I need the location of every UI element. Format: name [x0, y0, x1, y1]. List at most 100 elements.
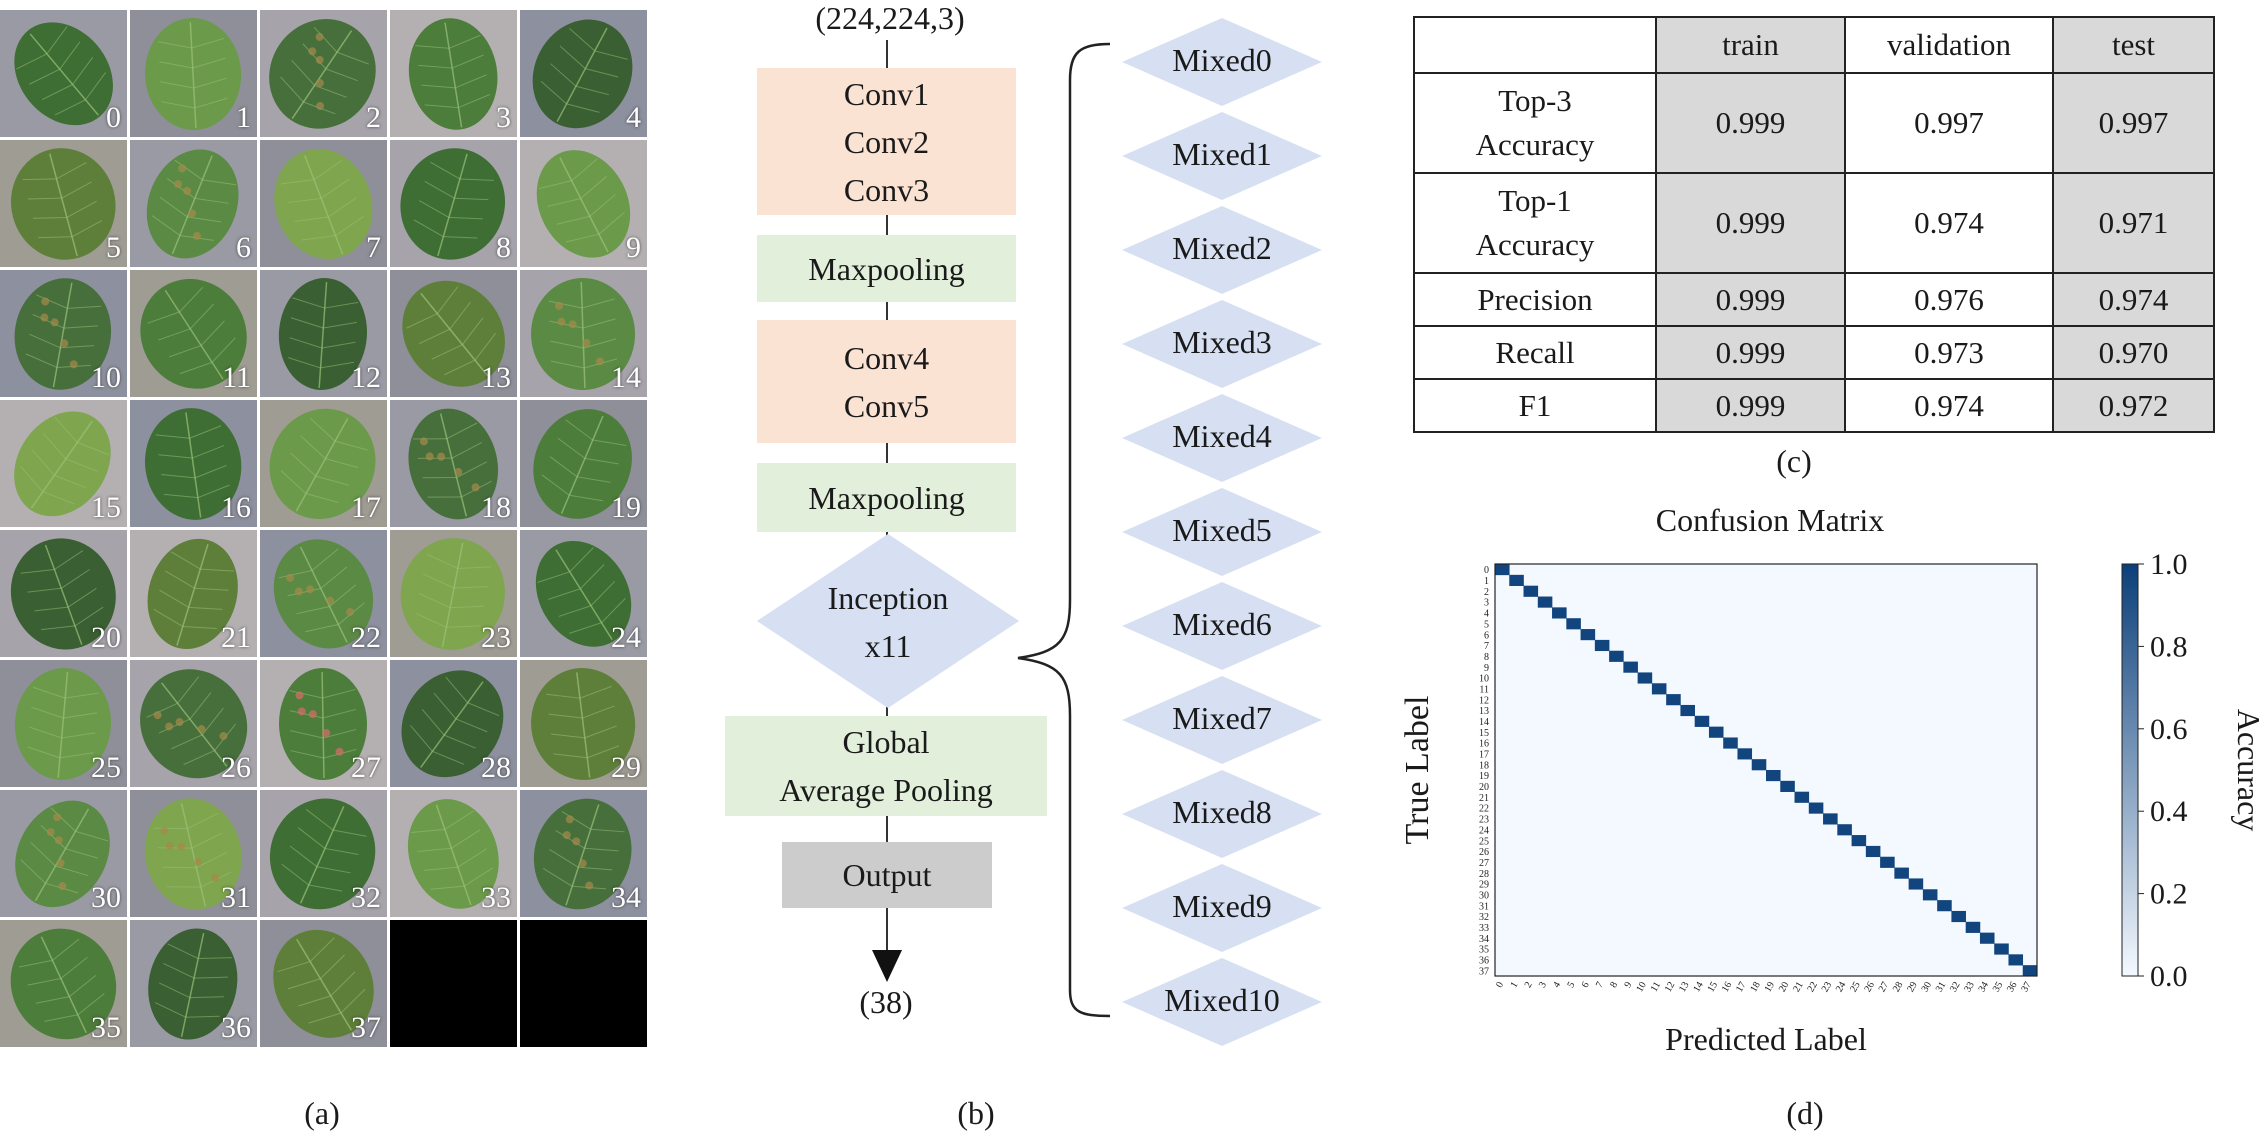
- leaf-image: [260, 400, 387, 527]
- y-tick-label: 4: [1484, 609, 1489, 620]
- leaf-image: [260, 270, 387, 397]
- leaf-image: [0, 660, 127, 787]
- mixed-diamond: [1122, 676, 1322, 764]
- leaf-tile: 29: [520, 660, 647, 787]
- mixed-label: Mixed10: [1164, 982, 1280, 1018]
- test-value: 0.970: [2052, 325, 2215, 380]
- heatmap-diagonal-cell: [1680, 704, 1695, 717]
- y-tick-label: 2: [1484, 587, 1489, 598]
- heatmap-diagonal-cell: [1723, 737, 1738, 749]
- colorbar-label: Accuracy: [2231, 709, 2259, 832]
- heatmap-diagonal-cell: [1637, 672, 1653, 684]
- leaf-image: [390, 270, 517, 397]
- leaf-tile: 11: [130, 270, 257, 397]
- leaf-tile: 6: [130, 140, 257, 267]
- y-tick-label: 22: [1479, 804, 1489, 815]
- mixed-label: Mixed9: [1172, 888, 1272, 924]
- y-tick-label: 18: [1479, 760, 1489, 771]
- leaf-class-label: 3: [496, 101, 511, 134]
- inception-line-2: x11: [864, 628, 912, 664]
- x-tick-label: 9: [1622, 980, 1634, 990]
- maxpool-1-label: Maxpooling: [808, 250, 965, 287]
- metric-name: Accuracy: [1475, 227, 1595, 262]
- leaf-image: [130, 790, 257, 917]
- output-arrow-head: [872, 950, 902, 982]
- leaf-image: [390, 140, 517, 267]
- y-tick-label: 37: [1479, 966, 1489, 977]
- train-value: 0.999: [1655, 72, 1846, 174]
- leaf-class-label: 27: [351, 751, 381, 784]
- leaf-tile: 2: [260, 10, 387, 137]
- leaf-class-label: 9: [626, 231, 641, 264]
- leaf-tile: 17: [260, 400, 387, 527]
- leaf-image: [130, 400, 257, 527]
- x-tick-label: 16: [1720, 980, 1735, 994]
- x-tick-label: 13: [1677, 980, 1692, 994]
- metric-cell: Top-1 Accuracy: [1413, 172, 1657, 274]
- mixed-diamond: [1122, 300, 1322, 388]
- empty-tile: [390, 920, 517, 1047]
- x-tick-label: 0: [1494, 980, 1506, 990]
- header-train: train: [1655, 16, 1846, 74]
- x-tick-label: 35: [1991, 980, 2006, 994]
- global-average-pooling: Global Average Pooling: [725, 716, 1047, 816]
- mixed-diamond: [1122, 770, 1322, 858]
- x-tick-label: 34: [1977, 980, 1992, 994]
- caption-a: (a): [304, 1095, 340, 1131]
- y-tick-label: 31: [1479, 901, 1489, 912]
- leaf-image: [520, 660, 647, 787]
- leaf-tile: 35: [0, 920, 127, 1047]
- test-value: 0.997: [2052, 72, 2215, 174]
- leaf-image: [0, 140, 127, 267]
- connector: [886, 40, 888, 70]
- leaf-tile: 10: [0, 270, 127, 397]
- mixed-label: Mixed3: [1172, 324, 1272, 360]
- metrics-table: train validation test Top-3 Accuracy 0.99…: [1413, 16, 2215, 433]
- heatmap-diagonal-cell: [1537, 596, 1553, 608]
- output-label: Output: [842, 857, 932, 893]
- x-tick-label: 14: [1691, 980, 1706, 994]
- heatmap-diagonal-cell: [1694, 715, 1710, 727]
- metric-name: F1: [1413, 378, 1657, 433]
- leaf-tile: 21: [130, 530, 257, 657]
- connector: [886, 816, 888, 842]
- y-tick-label: 33: [1479, 923, 1489, 934]
- caption-c: (c): [1776, 443, 1812, 479]
- y-tick-label: 17: [1479, 750, 1489, 761]
- heatmap-diagonal-cell: [1823, 813, 1838, 825]
- y-tick-label: 35: [1479, 945, 1489, 956]
- leaf-class-label: 15: [91, 491, 121, 524]
- metric-cell: Top-3 Accuracy: [1413, 72, 1657, 174]
- y-tick-label: 10: [1479, 674, 1489, 685]
- leaf-image: [520, 270, 647, 397]
- leaf-class-label: 33: [481, 881, 511, 914]
- y-tick-label: 0: [1484, 565, 1489, 576]
- heatmap-diagonal-cell: [1808, 802, 1824, 814]
- y-tick-label: 7: [1484, 641, 1489, 652]
- leaf-tile: 20: [0, 530, 127, 657]
- y-tick-label: 1: [1484, 576, 1489, 587]
- leaf-class-label: 24: [611, 621, 641, 654]
- leaf-image: [130, 660, 257, 787]
- x-tick-label: 6: [1580, 980, 1592, 990]
- header-validation: validation: [1844, 16, 2054, 74]
- leaf-tile: 33: [390, 790, 517, 917]
- mixed-label: Mixed1: [1172, 136, 1272, 172]
- mixed-diamond: [1122, 206, 1322, 294]
- leaf-image: [130, 10, 257, 137]
- metric-name: Recall: [1413, 325, 1657, 380]
- train-value: 0.999: [1655, 172, 1846, 274]
- leaf-class-label: 13: [481, 361, 511, 394]
- metric-name: Accuracy: [1475, 127, 1595, 162]
- y-tick-label: 36: [1479, 956, 1489, 967]
- y-tick-label: 24: [1479, 825, 1489, 836]
- y-tick-label: 21: [1479, 793, 1489, 804]
- gap-line-1: Global: [842, 724, 930, 760]
- leaf-tile: 3: [390, 10, 517, 137]
- metric-name: Precision: [1413, 272, 1657, 327]
- connector: [886, 443, 888, 463]
- leaf-tile: 31: [130, 790, 257, 917]
- colorbar-tick-label: 0.6: [2150, 713, 2188, 746]
- leaf-image: [520, 790, 647, 917]
- x-tick-label: 29: [1905, 980, 1920, 994]
